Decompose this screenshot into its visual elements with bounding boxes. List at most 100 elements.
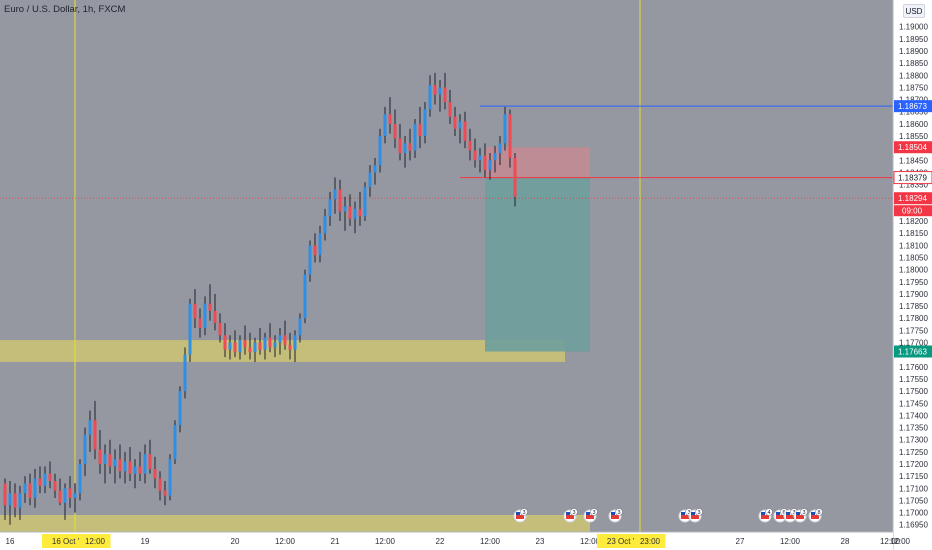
- event-count-label: 6: [782, 510, 785, 516]
- price-tick-label: 1.17800: [899, 314, 928, 323]
- candle: [348, 206, 352, 219]
- candle: [383, 114, 387, 137]
- candle: [438, 87, 442, 95]
- event-count-label: 8: [817, 510, 820, 516]
- candle: [328, 199, 332, 217]
- event-count-label: 3: [522, 510, 525, 516]
- time-tick-label: 12:00: [275, 537, 296, 546]
- price-tick-label: 1.17500: [899, 387, 928, 396]
- price-tick-label: 1.18350: [899, 181, 928, 190]
- candle: [93, 420, 97, 450]
- event-count-label: 3: [617, 510, 620, 516]
- event-count-label: 3: [592, 510, 595, 516]
- candle: [48, 473, 52, 481]
- time-tick-label: 23:00: [640, 537, 661, 546]
- currency-button[interactable]: USD: [903, 4, 925, 18]
- time-tick-label: 12:00: [780, 537, 801, 546]
- event-count-label: 3: [792, 510, 795, 516]
- price-tick-label: 1.18150: [899, 229, 928, 238]
- event-flag-stripe: [586, 515, 594, 519]
- candle: [13, 493, 17, 508]
- candle: [258, 342, 262, 350]
- price-tick-label: 1.19000: [899, 23, 928, 32]
- support-zone-2[interactable]: [0, 514, 590, 532]
- event-count-badge: [570, 508, 578, 516]
- price-tick-label: 1.17300: [899, 436, 928, 445]
- candle: [378, 136, 382, 166]
- candle: [493, 153, 497, 161]
- candle: [428, 85, 432, 110]
- candle: [188, 303, 192, 355]
- candle: [353, 208, 357, 219]
- candle: [413, 123, 417, 151]
- candle: [283, 335, 287, 345]
- candle: [483, 155, 487, 171]
- candle: [463, 121, 467, 141]
- candle: [318, 233, 322, 256]
- price-tick-label: 1.17900: [899, 290, 928, 299]
- candle: [278, 335, 282, 343]
- time-tick-label: 27: [736, 537, 745, 546]
- time-tick-label: 21: [331, 537, 340, 546]
- candle: [453, 116, 457, 129]
- countdown-tag: [894, 205, 932, 217]
- support-zone-1[interactable]: [0, 340, 565, 362]
- candle: [248, 347, 252, 353]
- time-tick-label: 16: [6, 537, 15, 546]
- time-axis[interactable]: [0, 532, 893, 550]
- time-tick-label: 23 Oct '20: [607, 537, 644, 546]
- price-tick-label: 1.17600: [899, 363, 928, 372]
- candle: [3, 483, 7, 506]
- price-tick-label: 1.17150: [899, 472, 928, 481]
- stop-loss-zone[interactable]: [485, 147, 590, 178]
- candle: [443, 87, 447, 103]
- countdown-label: 09:00: [902, 207, 923, 216]
- take-profit-zone[interactable]: [485, 177, 590, 352]
- price-tag: [893, 171, 932, 185]
- event-flag-canton: [566, 512, 570, 515]
- event-count-badge: [615, 508, 623, 516]
- candle: [38, 478, 42, 486]
- candle: [58, 490, 62, 503]
- price-tick-label: 1.17200: [899, 460, 928, 469]
- candle: [358, 208, 362, 217]
- candle: [173, 425, 177, 460]
- candle: [373, 165, 377, 173]
- price-tick-label: 1.17700: [899, 339, 928, 348]
- candle: [273, 342, 277, 348]
- event-count-label: 3: [572, 510, 575, 516]
- candle: [458, 121, 462, 129]
- time-tick-label: 20: [231, 537, 240, 546]
- price-tick-label: 1.17950: [899, 278, 928, 287]
- candle: [343, 206, 347, 212]
- candle: [293, 335, 297, 350]
- event-count-label: 4: [767, 510, 770, 516]
- event-count-badge: [590, 508, 598, 516]
- candle: [513, 157, 517, 197]
- candle: [473, 150, 477, 161]
- candle: [83, 434, 87, 464]
- time-tick-label: 12:00: [880, 537, 901, 546]
- price-tick-label: 1.17450: [899, 399, 928, 408]
- candle: [138, 466, 142, 474]
- price-tag-label: 1.18504: [898, 143, 927, 152]
- event-flag-canton: [776, 512, 780, 515]
- time-tick-label: 12:00: [480, 537, 501, 546]
- event-flag-canton: [516, 512, 520, 515]
- price-tick-label: 1.18950: [899, 35, 928, 44]
- time-tick-label: 19: [141, 537, 150, 546]
- event-flag-canton: [691, 512, 695, 515]
- price-tick-label: 1.18850: [899, 59, 928, 68]
- candle: [418, 123, 422, 137]
- candle: [128, 461, 132, 474]
- candle: [253, 342, 257, 353]
- candle: [243, 340, 247, 348]
- price-axis[interactable]: [893, 0, 932, 550]
- candle: [33, 478, 37, 498]
- candle: [313, 245, 317, 256]
- candle: [218, 323, 222, 336]
- time-tick-label: 12:00: [890, 537, 911, 546]
- time-tick-label: 28: [841, 537, 850, 546]
- event-count-label: 3: [697, 510, 700, 516]
